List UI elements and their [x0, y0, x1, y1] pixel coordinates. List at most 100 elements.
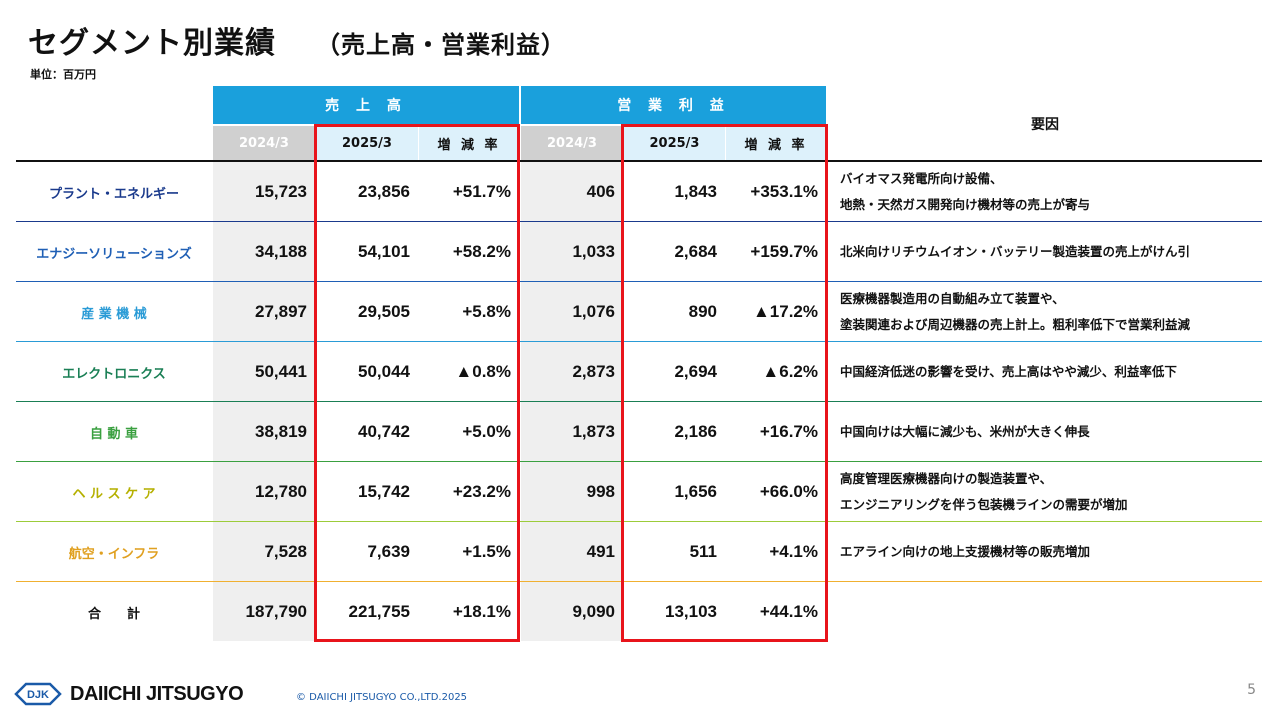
- profit-cur-cell: 1,843: [674, 182, 717, 201]
- sales-header: 売 上 高: [213, 86, 519, 124]
- sales-rate-cell: +5.0%: [462, 422, 511, 441]
- table-row: ヘ ル ス ケ ア 12,780 15,742 +23.2% 998 1,656 +66.0…: [0, 462, 1280, 522]
- profit-cur-cell: 511: [689, 542, 717, 561]
- page-number: 5: [1247, 682, 1256, 698]
- profit-rate-cell: +16.7%: [759, 422, 818, 441]
- sales-prev-cell: 34,188: [255, 242, 307, 261]
- logo-mark-text: DJK: [27, 689, 49, 701]
- row-separator: [16, 401, 1262, 402]
- reason-text: 北米向けリチウムイオン・バッテリー製造装置の売上がけん引: [840, 222, 1270, 282]
- sales-rate-cell: +58.2%: [452, 242, 511, 261]
- segment-name: 産 業 機 械: [81, 306, 147, 322]
- reason-line: 地熱・天然ガス開発向け機材等の売上が寄与: [840, 197, 1091, 212]
- reason-text: 中国向けは大幅に減少も、米州が大きく伸長: [840, 402, 1270, 462]
- title-main: セグメント別業績: [28, 26, 276, 61]
- profit-prev-cell: 1,873: [572, 422, 615, 441]
- profit-prev-cell: 998: [586, 482, 615, 501]
- segment-name: エレクトロニクス: [62, 366, 166, 382]
- reason-line: バイオマス発電所向け設備、: [840, 171, 1003, 186]
- segment-name: 自 動 車: [89, 426, 139, 442]
- sales-rate-cell: +51.7%: [452, 182, 511, 201]
- reason-line: エンジニアリングを伴う包装機ラインの需要が増加: [840, 497, 1128, 512]
- row-separator: [16, 221, 1262, 222]
- table-row: 航空・インフラ 7,528 7,639 +1.5% 491 511 +4.1% エアライン向け…: [0, 522, 1280, 582]
- reason-line: 北米向けリチウムイオン・バッテリー製造装置の売上がけん引: [840, 244, 1191, 259]
- profit-rate-cell: +44.1%: [759, 602, 818, 621]
- sales-rate-header: 増 減 率: [419, 126, 519, 160]
- profit-prev-cell: 406: [586, 182, 615, 201]
- sales-cur-cell: 54,101: [358, 242, 410, 261]
- sales-cur-cell: 29,505: [358, 302, 410, 321]
- profit-cur-cell: 1,656: [674, 482, 717, 501]
- table-row: エレクトロニクス 50,441 50,044 ▲0.8% 2,873 2,694 ▲6.2%…: [0, 342, 1280, 402]
- reason-line: 塗装関連および周辺機器の売上計上。粗利率低下で営業利益減: [840, 317, 1191, 332]
- reason-text: エアライン向けの地上支援機材等の販売増加: [840, 522, 1270, 582]
- row-separator: [16, 521, 1262, 522]
- reason-line: 高度管理医療機器向けの製造装置や、: [840, 471, 1053, 486]
- profit-prev-cell: 1,033: [572, 242, 615, 261]
- sales-rate-cell: +18.1%: [452, 602, 511, 621]
- profit-prev-column-bg: [521, 126, 623, 642]
- segment-name: 航空・インフラ: [68, 546, 160, 562]
- profit-cur-cell: 13,103: [665, 602, 717, 621]
- sales-prev-cell: 27,897: [255, 302, 307, 321]
- reason-text: 中国経済低迷の影響を受け、売上高はやや減少、利益率低下: [840, 342, 1270, 402]
- sales-cur-cell: 40,742: [358, 422, 410, 441]
- sales-cur-cell: 50,044: [358, 362, 410, 381]
- row-separator: [16, 581, 1262, 582]
- row-separator: [16, 341, 1262, 342]
- profit-rate-cell: +4.1%: [769, 542, 818, 561]
- company-logo: DJK DAIICHI JITSUGYO: [14, 680, 244, 708]
- sales-prev-column-bg: [213, 126, 315, 642]
- sales-prev-cell: 7,528: [264, 542, 307, 561]
- title-sub: （売上高・営業利益）: [316, 31, 566, 59]
- sales-prev-cell: 187,790: [245, 602, 307, 621]
- unit-label: 単位：百万円: [30, 68, 96, 81]
- profit-prev-cell: 9,090: [572, 602, 615, 621]
- segment-name: ヘ ル ス ケ ア: [72, 486, 156, 502]
- djk-logo-icon: DJK: [14, 682, 62, 706]
- sales-prev-cell: 38,819: [255, 422, 307, 441]
- profit-prev-cell: 1,076: [572, 302, 615, 321]
- table-row: 産 業 機 械 27,897 29,505 +5.8% 1,076 890 ▲17.2% 医療…: [0, 282, 1280, 342]
- sales-prev-cell: 50,441: [255, 362, 307, 381]
- profit-cur-year-header: 2025/3: [624, 126, 725, 160]
- sales-rate-cell: +23.2%: [452, 482, 511, 501]
- profit-rate-cell: ▲17.2%: [752, 302, 818, 321]
- table-row: エナジーソリューションズ 34,188 54,101 +58.2% 1,033 2,684…: [0, 222, 1280, 282]
- reason-text: バイオマス発電所向け設備、地熱・天然ガス開発向け機材等の売上が寄与: [840, 162, 1270, 222]
- sales-cur-year-header: 2025/3: [316, 126, 418, 160]
- reason-line: 医療機器製造用の自動組み立て装置や、: [840, 291, 1065, 306]
- reason-text: 高度管理医療機器向けの製造装置や、エンジニアリングを伴う包装機ラインの需要が増加: [840, 462, 1270, 522]
- profit-cur-cell: 890: [688, 302, 717, 321]
- sales-prev-year-header: 2024/3: [213, 126, 315, 160]
- profit-rate-header: 増 減 率: [726, 126, 826, 160]
- reason-line: 中国経済低迷の影響を受け、売上高はやや減少、利益率低下: [840, 364, 1177, 379]
- reason-line: 中国向けは大幅に減少も、米州が大きく伸長: [840, 424, 1090, 439]
- segment-name: プラント・エネルギー: [48, 186, 179, 202]
- profit-rate-cell: +159.7%: [750, 242, 818, 261]
- reason-line: エアライン向けの地上支援機材等の販売増加: [840, 544, 1091, 559]
- table-top-rule: [16, 160, 1262, 162]
- segment-name: 合 計: [87, 606, 140, 622]
- sales-cur-cell: 15,742: [358, 482, 410, 501]
- profit-rate-cell: ▲6.2%: [762, 362, 818, 381]
- reason-header: 要因: [1031, 117, 1059, 133]
- reason-text: [840, 582, 1270, 642]
- sales-cur-cell: 7,639: [367, 542, 410, 561]
- sales-cur-cell: 23,856: [358, 182, 410, 201]
- sales-cur-cell: 221,755: [348, 602, 410, 621]
- copyright: © DAIICHI JITSUGYO CO.,LTD.2025: [296, 692, 468, 703]
- sales-rate-cell: +1.5%: [462, 542, 511, 561]
- segment-name: エナジーソリューションズ: [36, 246, 192, 262]
- profit-prev-cell: 491: [586, 542, 615, 561]
- table-row: 自 動 車 38,819 40,742 +5.0% 1,873 2,186 +16.7% 中国…: [0, 402, 1280, 462]
- profit-prev-cell: 2,873: [572, 362, 615, 381]
- page-title: セグメント別業績 （売上高・営業利益）: [28, 18, 566, 62]
- sales-prev-cell: 12,780: [255, 482, 307, 501]
- row-separator: [16, 281, 1262, 282]
- reason-text: 医療機器製造用の自動組み立て装置や、塗装関連および周辺機器の売上計上。粗利率低下…: [840, 282, 1270, 342]
- brand-name: DAIICHI JITSUGYO: [70, 682, 244, 705]
- sales-rate-cell: +5.8%: [462, 302, 511, 321]
- profit-cur-cell: 2,694: [674, 362, 717, 381]
